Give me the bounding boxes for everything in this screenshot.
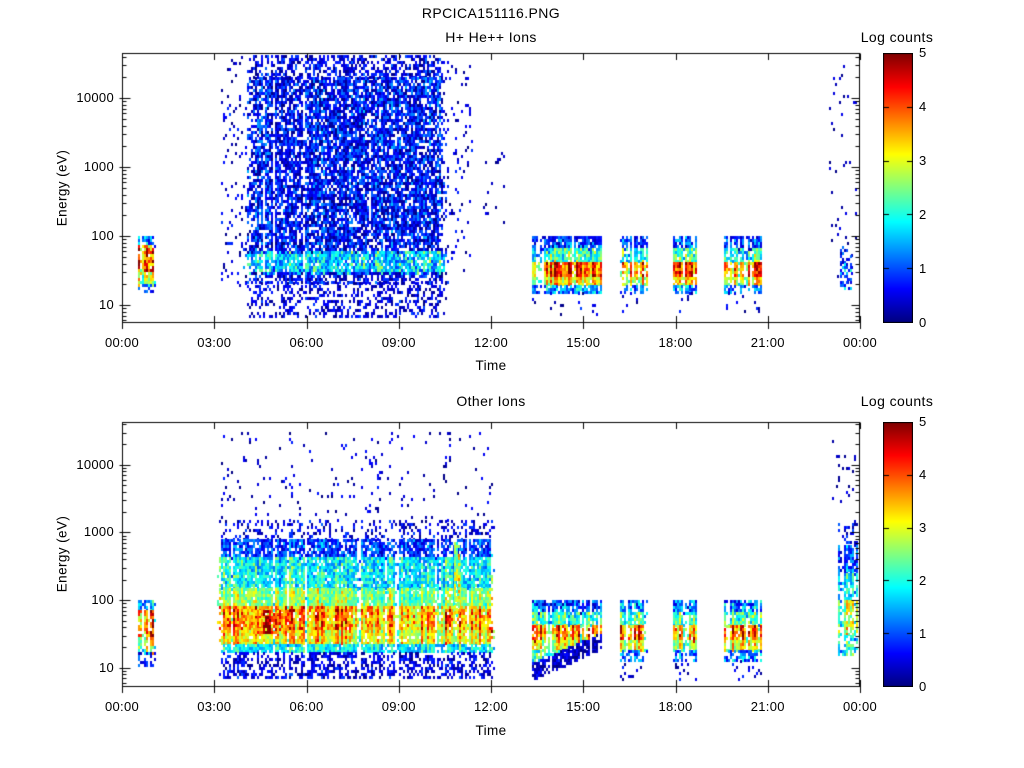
y-tick-label: 10 (98, 659, 114, 675)
y-tick-label: 100 (91, 228, 114, 244)
colorbar-tick-label: 2 (919, 573, 927, 588)
x-tick-label: 18:00 (658, 335, 693, 350)
colorbar-canvas-top (883, 53, 913, 323)
x-tick-label: 00:00 (104, 335, 140, 350)
y-tick-label: 10000 (76, 90, 114, 106)
colorbar-canvas-bottom (883, 422, 913, 687)
colorbar-tick-label: 1 (919, 626, 927, 641)
x-tick-label: 09:00 (381, 699, 416, 714)
colorbar-title-top: Log counts (860, 29, 934, 45)
colorbar-tick-label: 5 (919, 45, 927, 60)
x-tick-label: 06:00 (289, 699, 324, 714)
x-tick-label: 03:00 (197, 699, 232, 714)
x-tick-label: 09:00 (381, 335, 416, 350)
colorbar-tick-label: 4 (919, 99, 927, 114)
panel-title-other-ions: Other Ions (456, 393, 526, 409)
colorbar-tick-label: 2 (919, 207, 927, 222)
colorbar-tick-label: 0 (919, 679, 927, 694)
y-tick-label: 1000 (83, 159, 114, 175)
colorbar-title-bottom: Log counts (860, 393, 934, 409)
y-tick-label: 100 (91, 592, 114, 608)
x-tick-label: 00:00 (842, 335, 878, 350)
y-tick-label: 10 (98, 297, 114, 313)
x-tick-label: 00:00 (104, 699, 140, 714)
x-tick-label: 06:00 (289, 335, 324, 350)
colorbar-tick-label: 5 (919, 414, 927, 429)
colorbar-tick-label: 1 (919, 261, 927, 276)
x-axis-label-bottom: Time (475, 723, 507, 738)
x-tick-label: 12:00 (473, 335, 509, 350)
x-tick-label: 12:00 (473, 699, 509, 714)
x-tick-label: 15:00 (566, 335, 601, 350)
colorbar-tick-label: 0 (919, 315, 927, 330)
x-tick-label: 03:00 (197, 335, 232, 350)
x-tick-label: 18:00 (658, 699, 693, 714)
x-axis-label-top: Time (475, 358, 507, 373)
figure-title: RPCICA151116.PNG (421, 5, 561, 21)
x-tick-label: 21:00 (750, 699, 785, 714)
y-tick-label: 1000 (83, 524, 114, 540)
spectrogram-canvas-bottom (108, 408, 874, 701)
colorbar-tick-label: 3 (919, 520, 927, 535)
x-tick-label: 15:00 (566, 699, 601, 714)
colorbar-tick-label: 3 (919, 153, 927, 168)
spectrogram-canvas-top (108, 39, 874, 337)
colorbar-tick-label: 4 (919, 467, 927, 482)
y-tick-label: 10000 (76, 456, 114, 472)
x-tick-label: 21:00 (750, 335, 785, 350)
x-tick-label: 00:00 (842, 699, 878, 714)
